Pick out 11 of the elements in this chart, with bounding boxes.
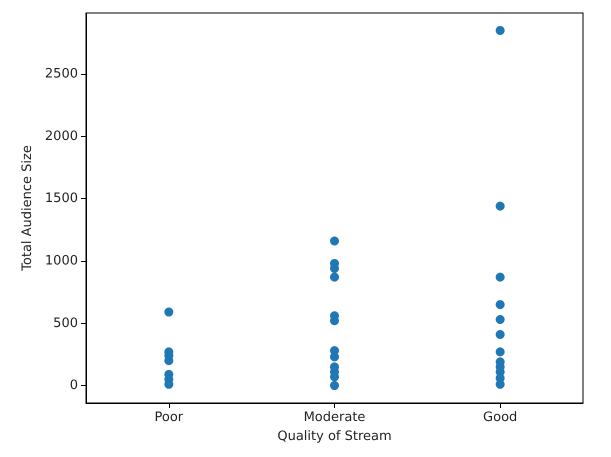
y-tick-label: 1000 <box>44 253 78 268</box>
y-tick-label: 2500 <box>44 66 78 82</box>
y-tick-label: 0 <box>70 378 78 394</box>
y-tick-label: 500 <box>53 316 78 331</box>
y-tick-label: 2000 <box>44 128 78 144</box>
x-tick-label: Poor <box>154 410 184 425</box>
x-tick-label: Good <box>483 410 518 425</box>
y-axis-title: Total Audience Size <box>20 145 35 272</box>
y-tick-label: 1500 <box>44 191 78 206</box>
x-tick-label: Moderate <box>304 410 366 425</box>
x-axis-title: Quality of Stream <box>277 429 392 444</box>
